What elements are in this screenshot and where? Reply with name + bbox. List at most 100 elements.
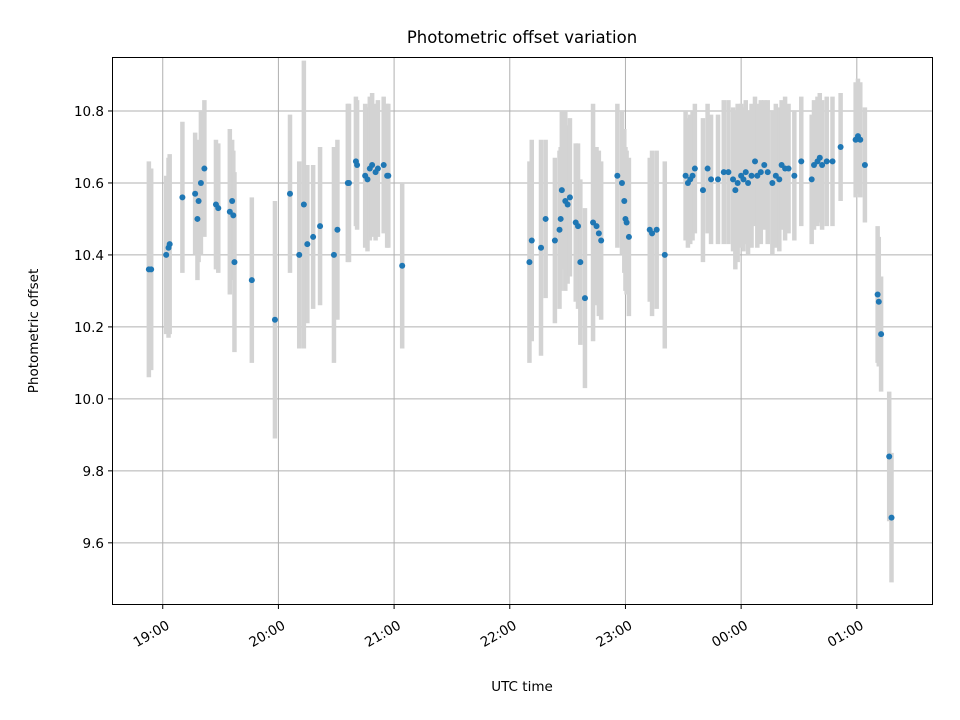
data-point [330,251,337,258]
y-tick-label: 10.4 [74,248,104,264]
data-point [230,212,237,219]
grid [113,57,932,604]
data-point [748,172,755,179]
data-point [528,237,535,244]
data-point [725,169,732,176]
data-point [374,165,381,172]
data-point [229,197,236,204]
data-point [819,161,826,168]
data-point [875,298,882,305]
data-point [730,176,737,183]
data-point [197,179,204,186]
y-tick-label: 10.6 [74,176,104,192]
data-point [752,158,759,165]
data-point [300,201,307,208]
data-point [714,176,721,183]
data-point [595,230,602,237]
data-point [757,169,764,176]
data-point [542,215,549,222]
data-point [823,158,830,165]
data-point [201,165,208,172]
data-point [194,215,201,222]
y-tick-label: 10.2 [74,320,104,336]
data-point [364,176,371,183]
data-point [566,194,573,201]
data-point [286,190,293,197]
data-point [557,215,564,222]
data-point [837,143,844,150]
data-point [861,161,868,168]
data-point [354,161,361,168]
data-point [874,291,881,298]
data-point [618,179,625,186]
y-tick-label: 10.0 [74,392,104,408]
data-point [166,241,173,248]
data-point [653,226,660,233]
data-point [857,136,864,143]
data-point [192,190,199,197]
y-axis-label: Photometric offset [26,269,42,393]
data-points [145,133,895,521]
data-point [740,176,747,183]
data-point [886,453,893,460]
data-point [769,179,776,186]
chart-title: Photometric offset variation [407,28,637,47]
data-point [878,331,885,338]
data-point [215,205,222,212]
data-point [720,169,727,176]
data-point [248,277,255,284]
x-axis-label: UTC time [491,679,553,695]
data-point [581,295,588,302]
y-tick-label: 10.8 [74,104,104,120]
data-point [699,187,706,194]
data-point [689,172,696,179]
data-point [195,197,202,204]
data-point [888,514,895,521]
data-point [798,158,805,165]
data-point [551,237,558,244]
data-point [556,226,563,233]
data-point [808,176,815,183]
data-point [745,179,752,186]
data-point [385,172,392,179]
data-point [732,187,739,194]
plot-frame [112,57,933,605]
data-point [614,172,621,179]
data-point [577,259,584,266]
data-point [148,266,155,273]
data-point [829,158,836,165]
data-point [691,165,698,172]
data-point [764,169,771,176]
data-point [704,165,711,172]
data-point [231,259,238,266]
data-point [526,259,533,266]
y-axis: 9.6 9.8 10.0 10.2 10.4 10.6 10.8 [74,104,113,552]
data-point [271,316,278,323]
data-point [179,194,186,201]
data-point [575,223,582,230]
data-point [399,262,406,269]
data-point [334,226,341,233]
data-point [538,244,545,251]
data-point [558,187,565,194]
data-point [623,219,630,226]
data-point [310,233,317,240]
data-point [785,165,792,172]
data-point [816,154,823,161]
data-point [564,201,571,208]
data-point [163,251,170,258]
data-point [761,161,768,168]
data-point [598,237,605,244]
data-point [304,241,311,248]
data-point [296,251,303,258]
y-tick-label: 9.6 [83,536,104,552]
data-point [708,176,715,183]
data-point [380,161,387,168]
data-point [661,251,668,258]
data-point [791,172,798,179]
data-point [317,223,324,230]
data-point [734,179,741,186]
data-point [742,169,749,176]
y-tick-label: 9.8 [83,464,104,480]
